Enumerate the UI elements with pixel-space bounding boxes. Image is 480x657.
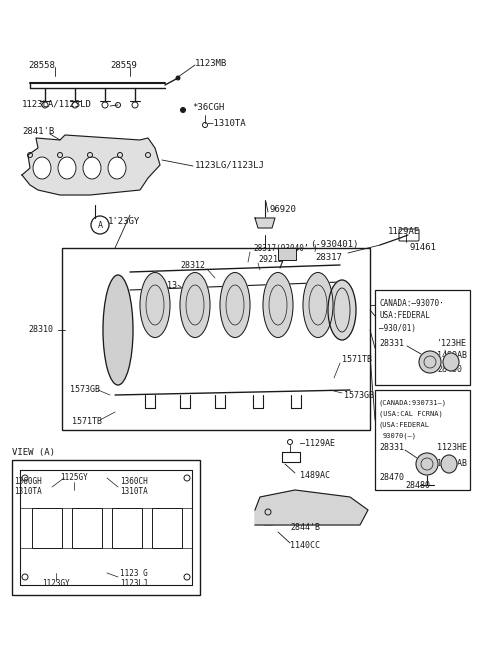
Text: 28312: 28312	[180, 261, 205, 271]
Text: 1140CC: 1140CC	[290, 541, 320, 549]
Text: 1360GH: 1360GH	[14, 478, 42, 486]
Ellipse shape	[103, 275, 133, 385]
Bar	[375, 290, 470, 385]
Text: –930/01): –930/01)	[379, 323, 416, 332]
Text: 28450: 28450	[437, 365, 462, 374]
Text: 1123LG/1123LJ: 1123LG/1123LJ	[195, 160, 265, 170]
Ellipse shape	[419, 351, 441, 373]
Text: 1571TB: 1571TB	[342, 355, 372, 365]
Ellipse shape	[58, 157, 76, 179]
Ellipse shape	[140, 273, 170, 338]
Bar	[278, 248, 296, 260]
Polygon shape	[255, 490, 368, 525]
Text: 28317(93040’–): 28317(93040’–)	[253, 244, 318, 254]
Text: 1310TA: 1310TA	[14, 487, 42, 497]
Text: 1489AB: 1489AB	[437, 459, 467, 468]
Bar	[72, 507, 102, 547]
Text: 28470: 28470	[379, 474, 404, 482]
Text: 29213: 29213	[152, 281, 177, 290]
Ellipse shape	[443, 353, 459, 371]
Text: 28331: 28331	[379, 340, 404, 348]
Bar	[375, 390, 470, 490]
Text: (USA:CAL FCRNA): (USA:CAL FCRNA)	[379, 411, 443, 417]
Ellipse shape	[328, 280, 356, 340]
Text: –1129AE: –1129AE	[300, 438, 335, 447]
Text: 96920: 96920	[270, 206, 297, 214]
Text: 1129AE: 1129AE	[388, 227, 420, 237]
Circle shape	[180, 108, 185, 112]
Text: '123HE: '123HE	[437, 340, 467, 348]
Polygon shape	[22, 135, 160, 195]
Bar	[152, 507, 182, 547]
Text: 1'23GY: 1'23GY	[108, 217, 140, 227]
Ellipse shape	[180, 273, 210, 338]
Ellipse shape	[33, 157, 51, 179]
Text: 1489AC: 1489AC	[300, 470, 330, 480]
Text: (USA:FEDERAL: (USA:FEDERAL	[379, 422, 430, 428]
Bar	[12, 460, 200, 595]
Text: VIEW (A): VIEW (A)	[12, 447, 55, 457]
Ellipse shape	[441, 455, 457, 473]
Text: 1123 G: 1123 G	[120, 568, 148, 578]
Text: 28317: 28317	[315, 252, 342, 261]
Circle shape	[176, 76, 180, 80]
Text: 1573GB: 1573GB	[70, 386, 100, 394]
Ellipse shape	[108, 157, 126, 179]
Ellipse shape	[303, 273, 333, 338]
Text: USA:FEDERAL: USA:FEDERAL	[379, 311, 430, 321]
Text: 28559: 28559	[110, 60, 137, 70]
Text: 28480: 28480	[405, 482, 430, 491]
Text: 1123MB: 1123MB	[195, 58, 227, 68]
Text: (-930401): (-930401)	[310, 240, 359, 250]
Ellipse shape	[263, 273, 293, 338]
Bar	[32, 507, 62, 547]
Text: 2844'B: 2844'B	[290, 522, 320, 532]
Bar	[112, 507, 142, 547]
Text: CANADA:–93070·: CANADA:–93070·	[379, 300, 444, 309]
Text: 1310TA: 1310TA	[120, 487, 148, 497]
Text: 1571TB: 1571TB	[72, 417, 102, 426]
Text: A: A	[97, 221, 103, 229]
Text: 91461: 91461	[410, 244, 437, 252]
Text: 1360CH: 1360CH	[120, 478, 148, 486]
Text: (CANADA:930731–): (CANADA:930731–)	[379, 399, 447, 406]
Polygon shape	[255, 218, 275, 228]
Text: 29212: 29212	[258, 256, 283, 265]
Text: 93070(–): 93070(–)	[383, 433, 417, 440]
Ellipse shape	[416, 453, 438, 475]
Text: 1123LA/1123LD: 1123LA/1123LD	[22, 99, 92, 108]
Text: 1489AB: 1489AB	[437, 351, 467, 361]
Text: 28331: 28331	[379, 443, 404, 453]
Text: 28310: 28310	[28, 325, 53, 334]
Text: 28558: 28558	[28, 60, 55, 70]
Text: 1123LJ: 1123LJ	[120, 579, 148, 587]
Bar	[62, 248, 370, 430]
Text: 2841'B: 2841'B	[22, 127, 54, 137]
Ellipse shape	[220, 273, 250, 338]
Text: 1125GY: 1125GY	[60, 474, 88, 482]
Text: 1123GY: 1123GY	[42, 579, 70, 587]
Text: 1123HE: 1123HE	[437, 443, 467, 453]
Text: *36CGH: *36CGH	[192, 104, 224, 112]
Ellipse shape	[83, 157, 101, 179]
Text: —1310TA: —1310TA	[208, 118, 246, 127]
Text: 1573GB: 1573GB	[344, 390, 374, 399]
